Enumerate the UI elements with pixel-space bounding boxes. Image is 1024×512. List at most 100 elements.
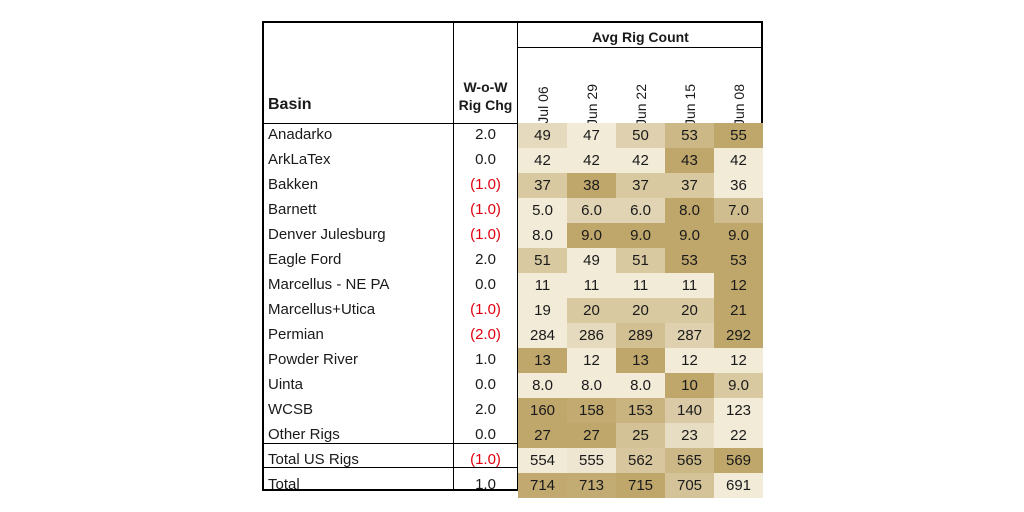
header-divider — [517, 47, 761, 48]
basin-name: Marcellus - NE PA — [268, 276, 390, 293]
wow-change-value: (1.0) — [470, 176, 501, 193]
total-us-top-border — [264, 443, 761, 444]
rig-count-cell: 38 — [567, 173, 616, 198]
rig-count-cell: 9.0 — [567, 223, 616, 248]
rig-count-cell: 9.0 — [616, 223, 665, 248]
rig-count-cell: 8.0 — [518, 223, 567, 248]
rig-count-cell: 37 — [518, 173, 567, 198]
rig-count-cell: 11 — [665, 273, 714, 298]
rig-count-cell: 12 — [714, 273, 763, 298]
rig-count-cell: 25 — [616, 423, 665, 448]
rig-count-cell: 42 — [567, 148, 616, 173]
rig-count-cell: 50 — [616, 123, 665, 148]
rig-count-cell: 8.0 — [518, 373, 567, 398]
rig-count-cell: 53 — [665, 248, 714, 273]
rig-count-cell: 51 — [518, 248, 567, 273]
rig-count-cell: 713 — [567, 473, 616, 498]
rig-count-cell: 20 — [567, 298, 616, 323]
wow-header-line2: Rig Chg — [458, 97, 513, 113]
table-row: WCSB 2.0 160 158 153 140 123 — [264, 398, 763, 423]
wow-change-value: (1.0) — [470, 201, 501, 218]
rig-count-cell: 153 — [616, 398, 665, 423]
basin-name: Bakken — [268, 176, 319, 193]
rig-count-cell: 13 — [616, 348, 665, 373]
basin-header: Basin — [268, 96, 312, 113]
basin-name: Permian — [268, 326, 324, 343]
rig-count-cell: 37 — [616, 173, 665, 198]
table-row: Bakken (1.0) 37 38 37 37 36 — [264, 173, 763, 198]
rig-count-table: Avg Rig Count Basin W-o-W Rig Chg Jul 06… — [262, 21, 763, 498]
wow-change-value: 2.0 — [475, 251, 496, 268]
rig-count-cell: 23 — [665, 423, 714, 448]
basin-name: WCSB — [268, 401, 313, 418]
rig-count-cell: 20 — [616, 298, 665, 323]
rig-count-cell: 9.0 — [665, 223, 714, 248]
rig-count-cell: 5.0 — [518, 198, 567, 223]
rig-count-cell: 8.0 — [616, 373, 665, 398]
rig-count-cell: 9.0 — [714, 373, 763, 398]
rig-count-cell: 27 — [518, 423, 567, 448]
wow-header-line1: W-o-W — [463, 79, 508, 95]
wow-change-value: (2.0) — [470, 326, 501, 343]
wow-change-value: 0.0 — [475, 151, 496, 168]
rig-count-cell: 19 — [518, 298, 567, 323]
rig-count-cell: 12 — [714, 348, 763, 373]
rig-count-cell: 27 — [567, 423, 616, 448]
wow-change-value: 0.0 — [475, 376, 496, 393]
column-divider — [517, 23, 518, 489]
header-bottom-border — [264, 123, 761, 124]
rig-count-cell: 55 — [714, 123, 763, 148]
rig-count-cell: 286 — [567, 323, 616, 348]
basin-name: Marcellus+Utica — [268, 301, 376, 318]
rig-count-cell: 12 — [665, 348, 714, 373]
table-row: Other Rigs 0.0 27 27 25 23 22 — [264, 423, 763, 448]
table-row: Powder River 1.0 13 12 13 12 12 — [264, 348, 763, 373]
rig-count-cell: 554 — [518, 448, 567, 473]
wow-change-value: 2.0 — [475, 126, 496, 143]
wow-change-value: 1.0 — [475, 351, 496, 368]
basin-name: Total — [268, 476, 300, 493]
total-top-border — [264, 467, 761, 468]
rig-count-cell: 714 — [518, 473, 567, 498]
table-row: Permian (2.0) 284 286 289 287 292 — [264, 323, 763, 348]
rig-count-cell: 8.0 — [567, 373, 616, 398]
rig-count-cell: 292 — [714, 323, 763, 348]
rig-count-cell: 53 — [665, 123, 714, 148]
rig-count-cell: 53 — [714, 248, 763, 273]
table-row: Marcellus+Utica (1.0) 19 20 20 20 21 — [264, 298, 763, 323]
basin-name: Uinta — [268, 376, 304, 393]
rig-count-cell: 705 — [665, 473, 714, 498]
rig-count-cell: 140 — [665, 398, 714, 423]
table-row: Barnett (1.0) 5.0 6.0 6.0 8.0 7.0 — [264, 198, 763, 223]
rig-count-cell: 11 — [567, 273, 616, 298]
basin-name: Powder River — [268, 351, 359, 368]
rig-count-cell: 555 — [567, 448, 616, 473]
rig-count-cell: 9.0 — [714, 223, 763, 248]
rig-count-cell: 160 — [518, 398, 567, 423]
rig-count-cell: 284 — [518, 323, 567, 348]
basin-name: ArkLaTex — [268, 151, 331, 168]
table-row: Anadarko 2.0 49 47 50 53 55 — [264, 123, 763, 148]
table-row: Total US Rigs (1.0) 554 555 562 565 569 — [264, 448, 763, 473]
rig-count-cell: 6.0 — [567, 198, 616, 223]
rig-count-cell: 691 — [714, 473, 763, 498]
rig-count-cell: 289 — [616, 323, 665, 348]
table-row: ArkLaTex 0.0 42 42 42 43 42 — [264, 148, 763, 173]
wow-change-value: (1.0) — [470, 301, 501, 318]
table-row: Uinta 0.0 8.0 8.0 8.0 10 9.0 — [264, 373, 763, 398]
rig-count-cell: 42 — [518, 148, 567, 173]
table-row: Total 1.0 714 713 715 705 691 — [264, 473, 763, 498]
rig-count-cell: 7.0 — [714, 198, 763, 223]
rig-count-cell: 123 — [714, 398, 763, 423]
rig-count-cell: 12 — [567, 348, 616, 373]
rig-count-cell: 20 — [665, 298, 714, 323]
rig-count-cell: 42 — [714, 148, 763, 173]
wow-change-value: 2.0 — [475, 401, 496, 418]
basin-name: Barnett — [268, 201, 317, 218]
rig-count-cell: 37 — [665, 173, 714, 198]
wow-change-value: 1.0 — [475, 476, 496, 493]
rig-count-cell: 562 — [616, 448, 665, 473]
rig-count-cell: 715 — [616, 473, 665, 498]
rig-count-cell: 13 — [518, 348, 567, 373]
rig-count-cell: 158 — [567, 398, 616, 423]
